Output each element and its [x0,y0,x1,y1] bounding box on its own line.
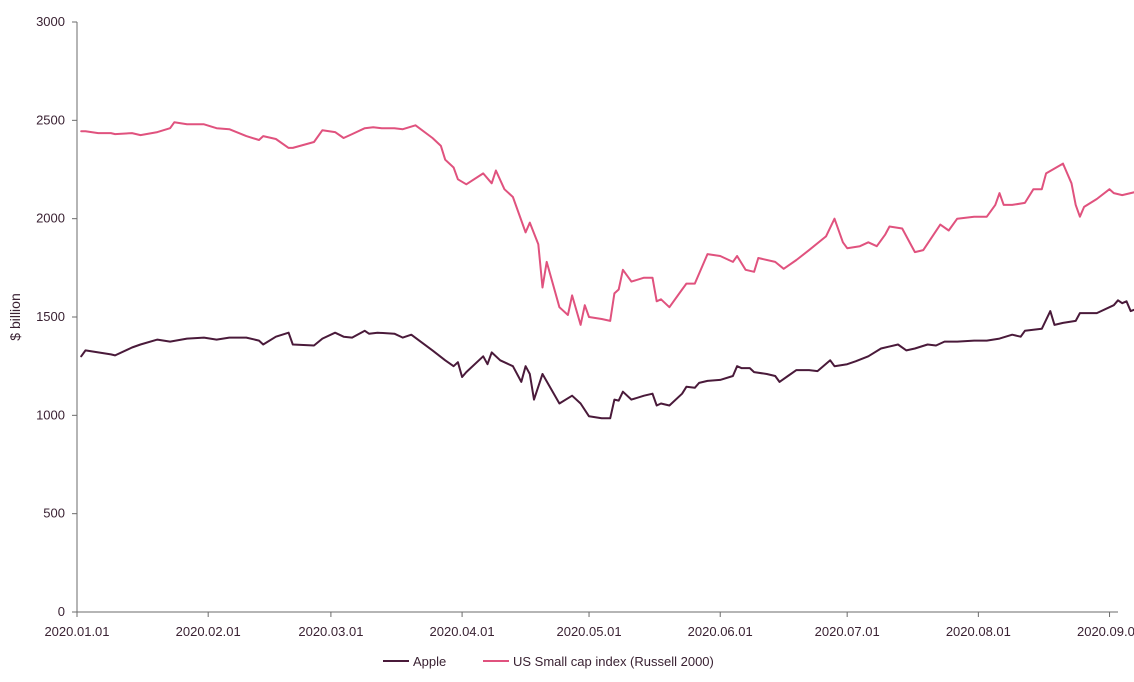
axes [76,22,1118,613]
x-tick-label: 2020.05.01 [556,624,621,639]
legend: Apple US Small cap index (Russell 2000) [383,654,714,669]
y-tick-label: 1000 [36,407,65,422]
x-tick-label: 2020.02.01 [176,624,241,639]
y-tick-label: 2500 [36,112,65,127]
series-line-russell-2000 [80,121,1134,326]
y-tick-label: 2000 [36,211,65,226]
series-line-apple [80,299,1134,420]
x-tick-label: 2020.07.01 [815,624,880,639]
y-tick-label: 1500 [36,309,65,324]
y-axis-ticks: 0 500 1000 1500 2000 2500 3000 [36,14,77,619]
x-tick-label: 2020.09.01 [1077,624,1134,639]
legend-label: US Small cap index (Russell 2000) [513,654,714,669]
x-axis-ticks: 2020.01.01 2020.02.01 2020.03.01 2020.04.01… [44,612,1134,639]
x-tick-label: 2020.08.01 [946,624,1011,639]
x-tick-label: 2020.04.01 [430,624,495,639]
y-tick-label: 500 [43,506,65,521]
y-tick-label: 3000 [36,14,65,29]
y-tick-label: 0 [58,604,65,619]
series-lines [80,121,1134,420]
legend-label: Apple [413,654,446,669]
y-axis-title: $ billion [7,293,23,340]
x-tick-label: 2020.01.01 [44,624,109,639]
x-tick-label: 2020.03.01 [298,624,363,639]
x-tick-label: 2020.06.01 [688,624,753,639]
